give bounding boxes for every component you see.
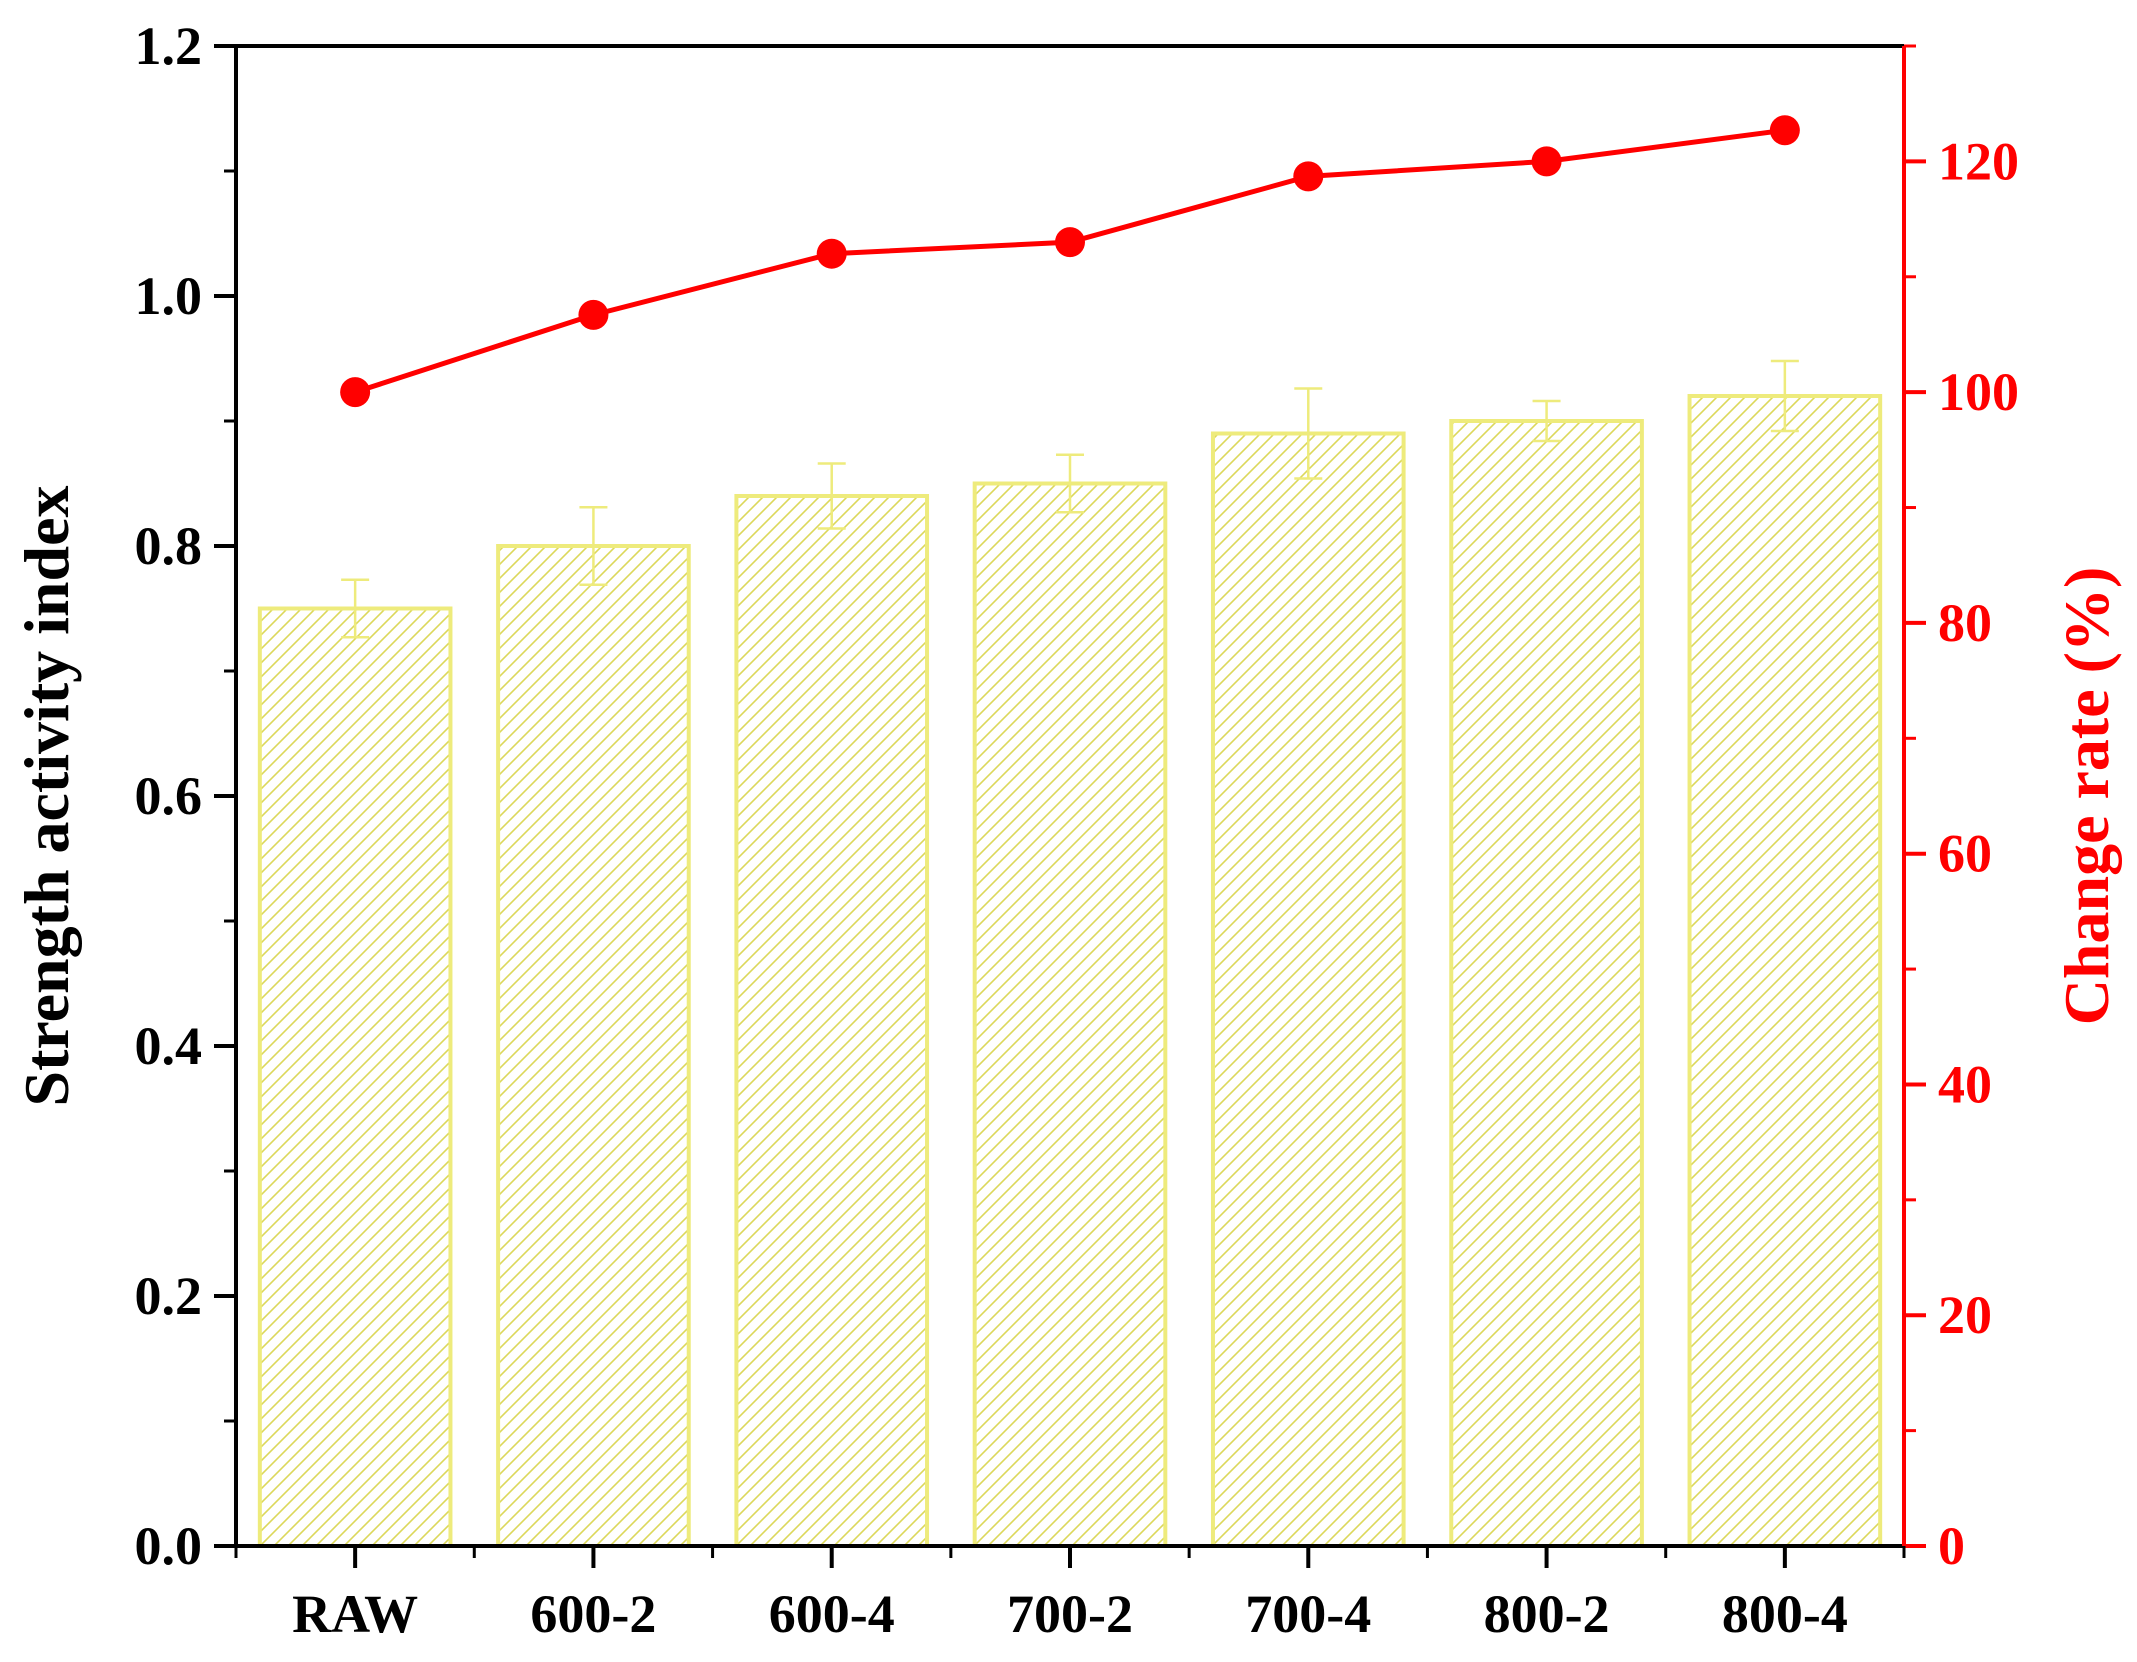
- bar-800-4: [1687, 394, 1883, 1548]
- x-tick-label: 700-4: [1245, 1584, 1371, 1644]
- x-tick-label: 600-2: [530, 1584, 656, 1644]
- change-rate-point-700-4: [1293, 161, 1324, 192]
- x-tick-label: RAW: [292, 1584, 418, 1644]
- error-bar-700-4: [1294, 387, 1323, 480]
- y-right-tick-label: 60: [1938, 824, 1992, 884]
- y-left-tick-label: 0.4: [135, 1016, 203, 1076]
- change-rate-line: [354, 127, 1786, 395]
- labels-layer: 0.0 0.2 0.4 0.6 0.8 1.0 1.2 0 20 40 60 80 100 120 RAW 6…: [11, 16, 2122, 1644]
- y-right-tick-label: 120: [1938, 131, 2019, 191]
- y-right-tick-label: 0: [1938, 1516, 1965, 1576]
- y-right-tick-label: 40: [1938, 1054, 1992, 1114]
- error-bar-700-2: [1056, 453, 1084, 514]
- axes-layer: [214, 44, 1926, 1568]
- error-bar-600-4: [817, 462, 846, 530]
- bar-RAW: [257, 606, 453, 1548]
- error-bar-800-2: [1532, 399, 1561, 443]
- bar-700-2: [972, 481, 1168, 1548]
- y-right-tick-label: 100: [1938, 362, 2019, 422]
- line-series-layer: [340, 115, 1800, 408]
- bar-700-4: [1210, 431, 1406, 1548]
- error-bar-800-4: [1770, 359, 1799, 433]
- bar-600-2: [496, 544, 691, 1548]
- x-tick-label: 600-4: [769, 1584, 895, 1644]
- y-left-tick-label: 0.0: [135, 1516, 203, 1576]
- error-bar-RAW: [341, 578, 370, 639]
- bar-600-4: [734, 494, 930, 1548]
- bar-800-2: [1449, 419, 1644, 1548]
- y-left-axis-title: Strength activity index: [11, 485, 82, 1106]
- x-tick-label: 800-2: [1484, 1584, 1610, 1644]
- error-bars-layer: [341, 359, 1799, 639]
- change-rate-point-700-2: [1055, 227, 1085, 258]
- y-left-tick-label: 1.0: [135, 266, 203, 326]
- y-left-tick-label: 1.2: [135, 16, 203, 76]
- change-rate-point-600-4: [816, 238, 847, 269]
- change-rate-point-800-4: [1769, 115, 1800, 146]
- y-left-tick-label: 0.8: [135, 516, 203, 576]
- y-right-tick-label: 20: [1938, 1285, 1992, 1345]
- y-left-tick-label: 0.6: [135, 766, 203, 826]
- y-left-tick-label: 0.2: [135, 1266, 203, 1326]
- x-tick-label: 800-4: [1722, 1584, 1848, 1644]
- bars-layer: [257, 394, 1883, 1548]
- x-tick-label: 700-2: [1007, 1584, 1133, 1644]
- y-right-axis-title: Change rate (%): [2051, 567, 2122, 1026]
- y-right-tick-label: 80: [1938, 593, 1992, 653]
- error-bar-600-2: [579, 506, 608, 586]
- change-rate-point-RAW: [340, 377, 371, 408]
- change-rate-point-600-2: [578, 299, 609, 330]
- change-rate-point-800-2: [1531, 146, 1562, 177]
